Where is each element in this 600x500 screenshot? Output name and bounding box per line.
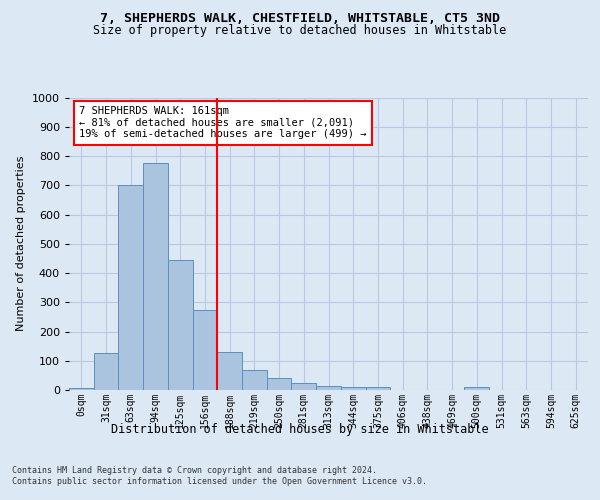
Bar xyxy=(267,378,292,390)
Text: Contains HM Land Registry data © Crown copyright and database right 2024.: Contains HM Land Registry data © Crown c… xyxy=(12,466,377,475)
Text: 7 SHEPHERDS WALK: 161sqm
← 81% of detached houses are smaller (2,091)
19% of sem: 7 SHEPHERDS WALK: 161sqm ← 81% of detach… xyxy=(79,106,367,140)
Bar xyxy=(464,387,489,390)
Bar xyxy=(217,352,242,390)
Bar xyxy=(118,186,143,390)
Text: 7, SHEPHERDS WALK, CHESTFIELD, WHITSTABLE, CT5 3ND: 7, SHEPHERDS WALK, CHESTFIELD, WHITSTABL… xyxy=(100,12,500,26)
Bar xyxy=(69,388,94,390)
Bar xyxy=(242,370,267,390)
Bar xyxy=(168,260,193,390)
Bar xyxy=(193,310,217,390)
Text: Distribution of detached houses by size in Whitstable: Distribution of detached houses by size … xyxy=(111,422,489,436)
Bar xyxy=(341,387,365,390)
Text: Contains public sector information licensed under the Open Government Licence v3: Contains public sector information licen… xyxy=(12,478,427,486)
Bar xyxy=(143,164,168,390)
Bar xyxy=(365,387,390,390)
Y-axis label: Number of detached properties: Number of detached properties xyxy=(16,156,26,332)
Bar xyxy=(292,384,316,390)
Bar xyxy=(94,354,118,390)
Text: Size of property relative to detached houses in Whitstable: Size of property relative to detached ho… xyxy=(94,24,506,37)
Bar xyxy=(316,386,341,390)
